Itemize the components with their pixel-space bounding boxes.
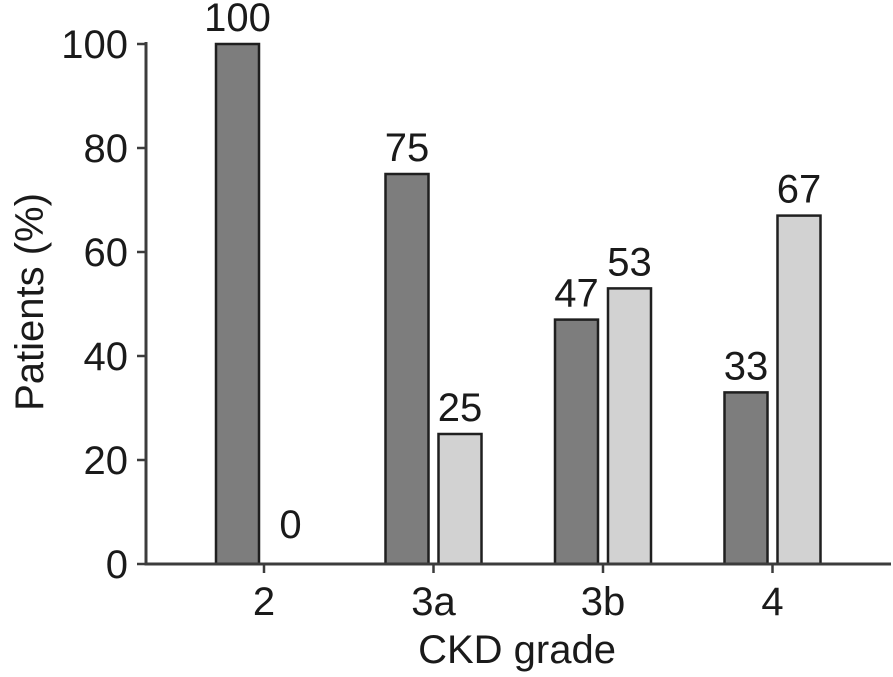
value-label-light-gray-2: 0 — [279, 503, 301, 547]
x-tick-label: 2 — [253, 580, 275, 624]
y-axis-title: Patients (%) — [8, 193, 52, 411]
value-label-dark-gray-4: 33 — [724, 344, 769, 388]
x-tick-label: 3b — [581, 580, 626, 624]
bar-dark-gray-3b — [553, 318, 600, 566]
bar-dark-gray-4 — [723, 391, 769, 566]
value-label-light-gray-3b: 53 — [607, 240, 652, 284]
x-tick-label: 3a — [411, 580, 456, 624]
value-label-dark-gray-3b: 47 — [554, 272, 599, 316]
value-label-dark-gray-2: 100 — [204, 0, 271, 40]
x-axis-title: CKD grade — [418, 628, 616, 672]
bar-light-gray-3b — [606, 287, 653, 566]
y-tick-label: 100 — [61, 23, 128, 67]
bar-dark-gray-2 — [214, 42, 261, 566]
y-tick-label: 80 — [84, 127, 129, 171]
y-tick-label: 20 — [84, 439, 129, 483]
value-label-light-gray-3a: 25 — [438, 386, 483, 430]
bar-light-gray-4 — [776, 214, 822, 566]
value-label-dark-gray-3a: 75 — [385, 126, 430, 170]
bar-light-gray-3a — [437, 432, 483, 566]
bar-dark-gray-3a — [384, 172, 430, 566]
value-label-light-gray-4: 67 — [777, 168, 822, 212]
y-tick-label: 40 — [84, 335, 129, 379]
x-tick-label: 4 — [761, 580, 783, 624]
y-tick-label: 60 — [84, 231, 129, 275]
y-tick-label: 0 — [106, 543, 128, 587]
